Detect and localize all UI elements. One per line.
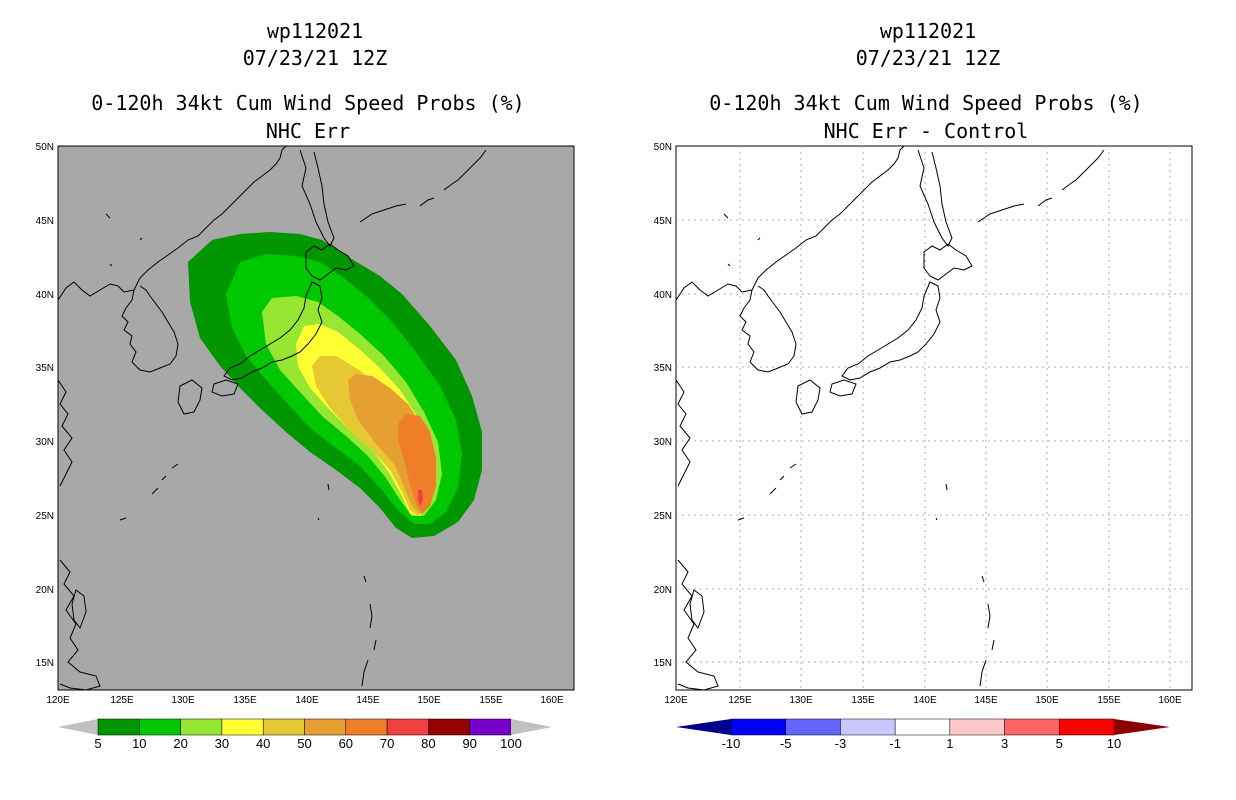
left-colorbar-swatch <box>221 718 264 736</box>
left-lon-label: 145E <box>356 695 380 706</box>
right-lat-label: 40N <box>654 290 672 301</box>
left-title-line1: wp112021 <box>266 19 364 43</box>
right-title-line1: wp112021 <box>879 19 977 43</box>
prob-band-70 <box>418 490 423 506</box>
left-lat-label: 30N <box>36 437 54 448</box>
right-lon-label: 160E <box>1158 695 1182 706</box>
right-colorbar-label: 1 <box>946 736 953 751</box>
left-lon-label: 160E <box>540 695 564 706</box>
left-lat-label: 25N <box>36 511 54 522</box>
left-colorbar-label: 100 <box>500 736 522 751</box>
right-lat-label: 50N <box>654 142 672 153</box>
left-colorbar-label: 40 <box>256 736 270 751</box>
right-lon-label: 140E <box>913 695 937 706</box>
right-lon-label: 150E <box>1035 695 1059 706</box>
left-colorbar-label: 30 <box>215 736 229 751</box>
left-title-line4: NHC Err <box>265 119 351 143</box>
left-map-panel: 50N 45N 40N 35N 30N 25N 20N 15N 120E 125… <box>36 142 575 706</box>
right-title-line4: NHC Err - Control <box>823 119 1029 143</box>
right-colorbar: -10 -5 -3 -1 1 3 5 10 <box>676 718 1170 751</box>
right-lat-label: 45N <box>654 216 672 227</box>
left-colorbar-swatch <box>97 718 140 736</box>
right-lon-label: 145E <box>974 695 998 706</box>
left-lon-label: 130E <box>171 695 195 706</box>
right-lon-label: 135E <box>851 695 875 706</box>
left-colorbar-label: 90 <box>462 736 476 751</box>
right-colorbar-label: 10 <box>1107 736 1121 751</box>
left-lon-label: 155E <box>479 695 503 706</box>
left-lon-label: 140E <box>295 695 319 706</box>
left-lat-label: 15N <box>36 658 54 669</box>
right-colorbar-label: 5 <box>1056 736 1063 751</box>
left-colorbar-swatch <box>139 718 181 736</box>
right-title-line2: 07/23/21 12Z <box>855 46 1001 70</box>
right-lat-label: 15N <box>654 658 672 669</box>
right-lon-label: 155E <box>1097 695 1121 706</box>
right-colorbar-label: -10 <box>722 736 741 751</box>
right-lon-label: 130E <box>789 695 813 706</box>
left-colorbar-swatch <box>386 718 429 736</box>
right-map-frame <box>675 145 1193 691</box>
right-lat-label: 35N <box>654 363 672 374</box>
left-lat-label: 50N <box>36 142 54 153</box>
right-lat-label: 30N <box>654 437 672 448</box>
right-colorbar-swatch <box>1059 718 1115 736</box>
left-colorbar-swatch <box>345 718 388 736</box>
right-colorbar-label: -5 <box>780 736 792 751</box>
right-lon-label: 125E <box>728 695 752 706</box>
right-colorbar-swatch <box>949 718 1005 736</box>
right-colorbar-swatch <box>730 718 786 736</box>
right-lon-label: 120E <box>664 695 688 706</box>
right-colorbar-label: -1 <box>889 736 901 751</box>
right-colorbar-end-high <box>1114 719 1170 735</box>
right-lat-label: 25N <box>654 511 672 522</box>
left-lat-label: 45N <box>36 216 54 227</box>
prob-band-60 <box>398 414 436 514</box>
left-colorbar-label: 70 <box>380 736 394 751</box>
right-title-line3: 0-120h 34kt Cum Wind Speed Probs (%) <box>709 91 1143 115</box>
left-lon-label: 150E <box>417 695 441 706</box>
left-colorbar-swatch <box>428 718 470 736</box>
left-lon-label: 120E <box>46 695 70 706</box>
left-colorbar-label: 10 <box>132 736 146 751</box>
right-map-panel: 50N 45N 40N 35N 30N 25N 20N 15N 120E 125… <box>654 142 1193 706</box>
left-probability-swath <box>188 232 482 538</box>
left-colorbar: 5 10 20 30 40 50 60 70 80 90 100 <box>58 718 552 751</box>
right-colorbar-swatch <box>1004 718 1060 736</box>
left-colorbar-label: 50 <box>297 736 311 751</box>
right-colorbar-swatch <box>785 718 841 736</box>
left-colorbar-end-low <box>58 719 98 735</box>
left-title-line2: 07/23/21 12Z <box>242 46 388 70</box>
right-colorbar-end-low <box>676 719 731 735</box>
left-lon-label: 135E <box>233 695 257 706</box>
left-colorbar-swatch <box>180 718 223 736</box>
left-colorbar-swatch <box>262 718 305 736</box>
left-colorbar-label: 5 <box>94 736 101 751</box>
right-lat-label: 20N <box>654 585 672 596</box>
right-colorbar-swatch <box>840 718 896 736</box>
left-title-line3: 0-120h 34kt Cum Wind Speed Probs (%) <box>91 91 525 115</box>
left-lat-label: 40N <box>36 290 54 301</box>
right-colorbar-label: 3 <box>1001 736 1008 751</box>
left-colorbar-swatch <box>304 718 347 736</box>
left-lon-label: 125E <box>110 695 134 706</box>
right-grid <box>676 146 1192 690</box>
left-colorbar-swatch <box>469 718 512 736</box>
left-lat-label: 35N <box>36 363 54 374</box>
left-colorbar-label: 60 <box>339 736 353 751</box>
right-colorbar-swatch <box>894 718 951 736</box>
left-colorbar-label: 20 <box>173 736 187 751</box>
left-colorbar-label: 80 <box>421 736 435 751</box>
left-colorbar-end-high <box>511 719 552 735</box>
right-colorbar-label: -3 <box>835 736 847 751</box>
left-lat-label: 20N <box>36 585 54 596</box>
